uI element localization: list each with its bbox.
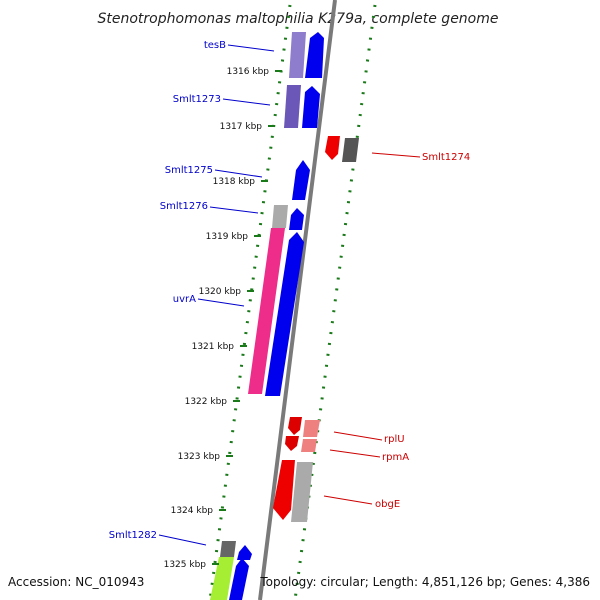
gene-labels-left: tesB Smlt1273 Smlt1275 Smlt1276 uvrA Smlt1282 xyxy=(109,40,275,546)
gene-label-leader-line xyxy=(333,431,383,441)
map-title: Stenotrophomonas maltophilia K279a, comp… xyxy=(98,11,499,27)
gene-block-shade xyxy=(301,439,317,452)
gene-label-left: Smlt1275 xyxy=(165,165,213,176)
gene-label-leader-line xyxy=(227,44,275,52)
gene-arrow xyxy=(305,32,324,78)
gene-arrow xyxy=(302,86,320,128)
gene-arrow xyxy=(325,136,340,160)
gene-label-right: rpmA xyxy=(382,452,409,463)
kbp-tick-label: 1324 kbp xyxy=(171,506,214,516)
gene-label-left: Smlt1273 xyxy=(173,94,221,105)
kbp-tick-label: 1321 kbp xyxy=(192,342,235,352)
gene-block-shade xyxy=(289,32,306,78)
gene-arrow xyxy=(273,460,295,520)
kbp-scale: 1316 kbp 1317 kbp 1318 kbp 1319 kbp 1320 kbp… xyxy=(164,67,282,570)
gene-block-shade xyxy=(220,541,236,557)
gene-block-shade xyxy=(284,85,301,128)
gene-arrow xyxy=(288,417,302,435)
gene-label-leader-line xyxy=(329,449,381,458)
gene-arrow xyxy=(229,558,249,600)
gene-label-leader-line xyxy=(371,152,421,158)
kbp-tick-label: 1318 kbp xyxy=(213,177,256,187)
gene-arrow xyxy=(265,232,304,396)
gene-label-leader-line xyxy=(323,495,373,505)
gene-label-left: Smlt1282 xyxy=(109,530,157,541)
accession-text: Accession: NC_010943 xyxy=(8,575,144,589)
gene-label-right: Smlt1274 xyxy=(422,152,470,163)
gene-label-leader-line xyxy=(209,206,259,214)
genome-backbone xyxy=(258,0,337,600)
kbp-tick-label: 1320 kbp xyxy=(199,287,242,297)
reverse-strand-genes xyxy=(273,136,359,522)
gene-label-left: tesB xyxy=(204,40,226,51)
gene-block-shade xyxy=(248,228,285,394)
gene-arrow xyxy=(292,160,310,200)
forward-strand-genes xyxy=(210,32,324,600)
guide-lines xyxy=(208,4,377,600)
gene-block-shade xyxy=(291,462,313,522)
gene-arrow xyxy=(237,545,252,560)
gene-arrow xyxy=(285,436,299,451)
gene-label-right: rplU xyxy=(384,434,405,445)
gene-labels-right: Smlt1274 rplU rpmA obgE xyxy=(323,152,470,510)
gene-label-left: uvrA xyxy=(173,294,196,305)
gene-block-shade xyxy=(210,557,234,600)
gene-label-leader-line xyxy=(158,534,207,546)
gene-block-shade xyxy=(303,420,320,437)
gene-label-leader-line xyxy=(214,169,263,178)
gene-block-shade xyxy=(272,205,288,228)
kbp-tick-label: 1323 kbp xyxy=(178,452,221,462)
guide-line-outer-left xyxy=(208,4,292,600)
gene-block-shade xyxy=(342,138,359,162)
kbp-tick-label: 1317 kbp xyxy=(220,122,263,132)
gene-label-right: obgE xyxy=(375,499,400,510)
topology-text: Topology: circular; Length: 4,851,126 bp… xyxy=(259,575,590,589)
kbp-tick-label: 1316 kbp xyxy=(227,67,270,77)
gene-arrow xyxy=(289,208,304,230)
gene-label-leader-line xyxy=(197,298,245,307)
kbp-tick-label: 1325 kbp xyxy=(164,560,207,570)
guide-line-outer-right xyxy=(293,4,377,600)
kbp-tick-label: 1322 kbp xyxy=(185,397,228,407)
gene-label-left: Smlt1276 xyxy=(160,201,208,212)
kbp-tick-label: 1319 kbp xyxy=(206,232,249,242)
gene-label-leader-line xyxy=(222,98,271,106)
